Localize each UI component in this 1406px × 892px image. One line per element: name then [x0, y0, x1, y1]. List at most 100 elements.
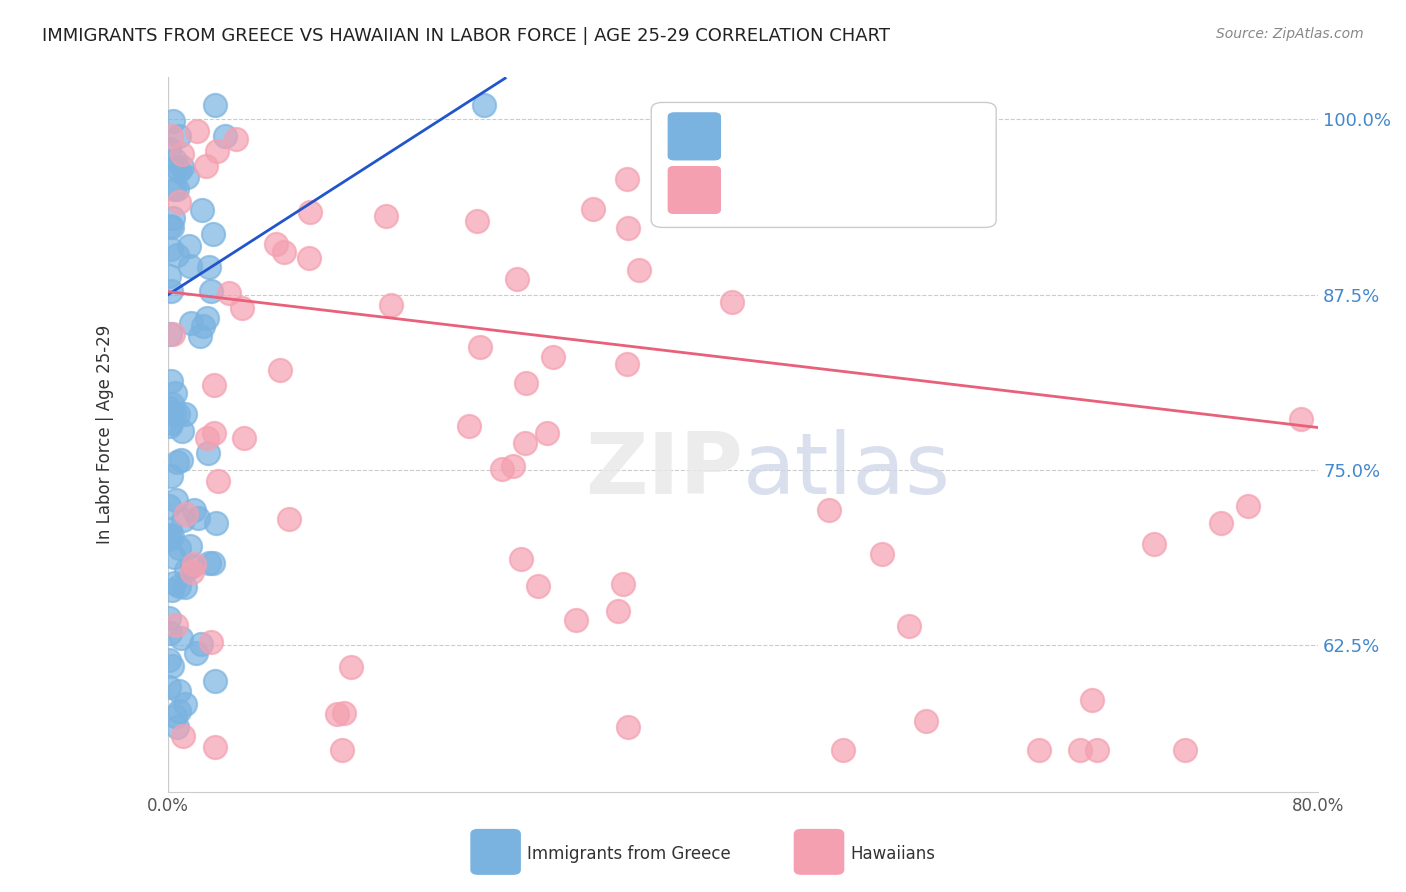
Text: R = -0.135   N = 70: R = -0.135 N = 70 — [725, 178, 918, 198]
Point — [187, 510, 209, 524]
Point — [163, 182, 186, 196]
Point — [172, 729, 194, 743]
Point — [167, 541, 190, 555]
Point — [536, 425, 558, 440]
Point — [160, 128, 183, 143]
Point — [273, 245, 295, 260]
Point — [181, 566, 204, 580]
Point — [169, 194, 191, 209]
Point — [163, 385, 186, 400]
Point — [298, 251, 321, 265]
Point — [159, 626, 181, 640]
Point — [174, 507, 197, 521]
Point — [160, 583, 183, 598]
Point — [468, 340, 491, 354]
Point — [207, 474, 229, 488]
Text: Hawaiians: Hawaiians — [851, 845, 935, 863]
Point — [214, 128, 236, 143]
Point — [162, 528, 184, 542]
Point — [204, 739, 226, 754]
Point — [627, 263, 650, 277]
Point — [197, 446, 219, 460]
Point — [166, 407, 188, 421]
Point — [298, 204, 321, 219]
Point — [332, 742, 354, 756]
Point — [191, 202, 214, 217]
Text: atlas: atlas — [744, 429, 952, 512]
Point — [278, 512, 301, 526]
Point — [174, 697, 197, 711]
Text: Immigrants from Greece: Immigrants from Greece — [527, 845, 731, 863]
Point — [616, 172, 638, 186]
Point — [190, 637, 212, 651]
Point — [204, 98, 226, 112]
Point — [1028, 742, 1050, 756]
Text: IMMIGRANTS FROM GREECE VS HAWAIIAN IN LABOR FORCE | AGE 25-29 CORRELATION CHART: IMMIGRANTS FROM GREECE VS HAWAIIAN IN LA… — [42, 27, 890, 45]
Point — [170, 160, 193, 174]
Point — [515, 376, 537, 391]
Point — [914, 714, 936, 729]
Point — [177, 239, 200, 253]
Text: R =  0.266   N = 81: R = 0.266 N = 81 — [725, 118, 917, 137]
FancyBboxPatch shape — [651, 103, 997, 227]
Point — [186, 124, 208, 138]
Point — [183, 557, 205, 571]
Point — [174, 580, 197, 594]
Point — [721, 295, 744, 310]
Point — [898, 619, 921, 633]
Point — [617, 720, 640, 734]
Point — [233, 431, 256, 445]
Point — [159, 406, 181, 420]
Point — [502, 459, 524, 474]
Point — [167, 129, 190, 144]
Point — [159, 523, 181, 537]
Point — [1289, 412, 1312, 426]
FancyBboxPatch shape — [668, 167, 720, 213]
Point — [165, 160, 187, 174]
Point — [205, 516, 228, 530]
Point — [163, 550, 186, 565]
Point — [176, 170, 198, 185]
Point — [166, 720, 188, 734]
Point — [202, 425, 225, 440]
Point — [162, 658, 184, 673]
Point — [157, 528, 180, 542]
Point — [607, 604, 630, 618]
Point — [1237, 500, 1260, 514]
Point — [340, 660, 363, 674]
Point — [159, 417, 181, 431]
Point — [201, 227, 224, 241]
Point — [159, 242, 181, 256]
Point — [174, 407, 197, 421]
Point — [1209, 516, 1232, 530]
Text: ZIP: ZIP — [585, 429, 744, 512]
Point — [183, 503, 205, 517]
Point — [510, 552, 533, 566]
Point — [160, 374, 183, 388]
Point — [581, 202, 603, 216]
Point — [616, 221, 638, 235]
Point — [159, 326, 181, 341]
Point — [157, 500, 180, 514]
Point — [541, 350, 564, 364]
Point — [207, 144, 229, 158]
Text: In Labor Force | Age 25-29: In Labor Force | Age 25-29 — [96, 325, 114, 544]
Point — [159, 419, 181, 434]
Point — [170, 632, 193, 646]
Point — [194, 159, 217, 173]
Point — [167, 579, 190, 593]
Point — [166, 455, 188, 469]
Point — [491, 462, 513, 476]
Point — [157, 142, 180, 156]
Point — [165, 493, 187, 508]
Point — [165, 618, 187, 632]
Point — [1080, 693, 1102, 707]
Point — [180, 316, 202, 330]
Point — [474, 98, 496, 112]
Point — [170, 453, 193, 467]
Point — [225, 132, 247, 146]
Point — [200, 285, 222, 299]
Point — [231, 301, 253, 316]
Point — [818, 503, 841, 517]
Point — [191, 318, 214, 333]
